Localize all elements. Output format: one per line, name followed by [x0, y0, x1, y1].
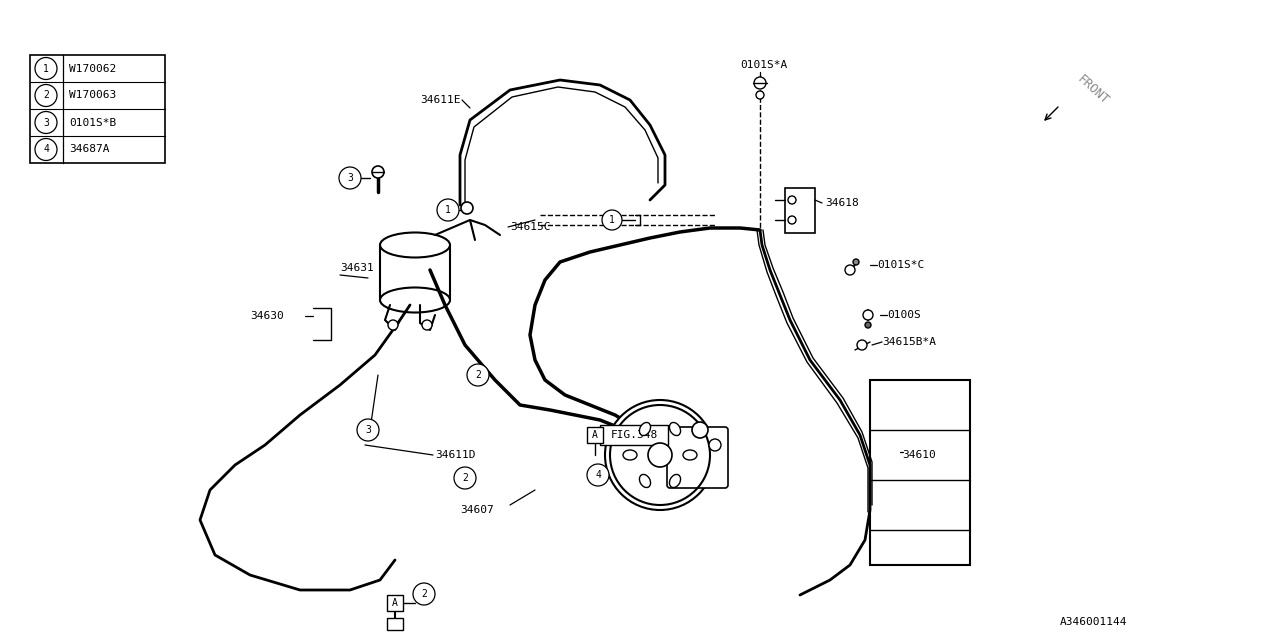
Circle shape — [454, 467, 476, 489]
Text: FIG.348: FIG.348 — [611, 430, 658, 440]
Circle shape — [605, 400, 716, 510]
Bar — [29, 55, 165, 163]
Bar — [785, 188, 815, 233]
Ellipse shape — [640, 474, 650, 488]
Ellipse shape — [669, 422, 681, 436]
Bar — [380, 245, 451, 300]
Ellipse shape — [684, 450, 698, 460]
Circle shape — [709, 439, 721, 451]
Ellipse shape — [669, 474, 681, 488]
Text: W170063: W170063 — [69, 90, 116, 100]
Circle shape — [692, 422, 708, 438]
Text: 34631: 34631 — [340, 263, 374, 273]
Text: A346001144: A346001144 — [1060, 617, 1128, 627]
Circle shape — [436, 199, 460, 221]
Text: 4: 4 — [595, 470, 600, 480]
Circle shape — [788, 196, 796, 204]
Text: 2: 2 — [462, 473, 468, 483]
Circle shape — [388, 320, 398, 330]
Text: A: A — [392, 598, 398, 608]
Bar — [387, 595, 403, 611]
Text: 34611E: 34611E — [420, 95, 461, 105]
Circle shape — [422, 320, 433, 330]
FancyBboxPatch shape — [667, 427, 728, 488]
Text: 3: 3 — [347, 173, 353, 183]
Circle shape — [754, 77, 765, 89]
Circle shape — [858, 340, 867, 350]
Circle shape — [788, 216, 796, 224]
Text: 34611D: 34611D — [435, 450, 475, 460]
Circle shape — [35, 111, 58, 134]
Text: 3: 3 — [44, 118, 49, 127]
Circle shape — [602, 210, 622, 230]
Text: W170062: W170062 — [69, 63, 116, 74]
Text: 4: 4 — [44, 145, 49, 154]
Circle shape — [461, 202, 474, 214]
Bar — [600, 425, 668, 445]
Circle shape — [648, 443, 672, 467]
Circle shape — [339, 167, 361, 189]
Text: 34615C: 34615C — [509, 222, 550, 232]
Ellipse shape — [623, 450, 637, 460]
Circle shape — [35, 58, 58, 79]
Bar — [870, 380, 970, 565]
Circle shape — [357, 419, 379, 441]
Text: 34630: 34630 — [250, 311, 284, 321]
Circle shape — [863, 310, 873, 320]
Text: 2: 2 — [421, 589, 428, 599]
Text: 1: 1 — [445, 205, 451, 215]
Text: 0101S*A: 0101S*A — [740, 60, 787, 70]
Circle shape — [372, 166, 384, 178]
Circle shape — [756, 91, 764, 99]
Text: 34610: 34610 — [902, 450, 936, 460]
Text: FRONT: FRONT — [1075, 72, 1111, 108]
Circle shape — [588, 464, 609, 486]
Ellipse shape — [640, 422, 650, 436]
Text: 2: 2 — [475, 370, 481, 380]
Text: 34615B*A: 34615B*A — [882, 337, 936, 347]
Circle shape — [467, 364, 489, 386]
Text: 1: 1 — [609, 215, 614, 225]
Text: 34607: 34607 — [460, 505, 494, 515]
Circle shape — [35, 138, 58, 161]
Text: 34687A: 34687A — [69, 145, 110, 154]
Text: 34618: 34618 — [826, 198, 859, 208]
Circle shape — [852, 259, 859, 265]
Circle shape — [413, 583, 435, 605]
Text: A: A — [593, 430, 598, 440]
Circle shape — [865, 322, 870, 328]
Text: 1: 1 — [44, 63, 49, 74]
Bar — [588, 427, 603, 443]
Bar — [387, 618, 403, 630]
Text: 2: 2 — [44, 90, 49, 100]
Text: 0101S*C: 0101S*C — [877, 260, 924, 270]
Text: 0101S*B: 0101S*B — [69, 118, 116, 127]
Text: 0100S: 0100S — [887, 310, 920, 320]
Circle shape — [35, 84, 58, 106]
Circle shape — [845, 265, 855, 275]
Text: 3: 3 — [365, 425, 371, 435]
